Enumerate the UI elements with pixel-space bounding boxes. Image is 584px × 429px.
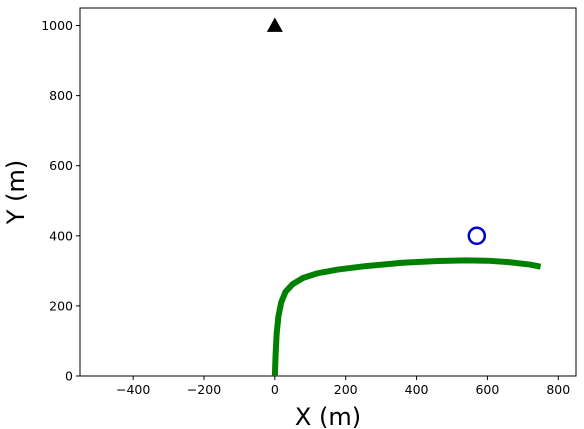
x-tick-label: −200 (187, 382, 221, 397)
x-axis-label: X (m) (295, 403, 361, 429)
y-tick-label: 400 (49, 228, 73, 243)
x-tick-label: −400 (116, 382, 150, 397)
y-tick-label: 200 (49, 298, 73, 313)
y-axis-label: Y (m) (2, 160, 30, 225)
x-tick-label: 200 (334, 382, 358, 397)
plot-area (79, 7, 577, 377)
x-tick-label: 600 (475, 382, 499, 397)
y-tick-label: 0 (65, 369, 73, 384)
x-axis-ticks: −400 −200 0 200 400 600 800 (116, 376, 570, 397)
x-tick-label: 400 (405, 382, 429, 397)
x-tick-label: 800 (546, 382, 570, 397)
y-axis-ticks: 0 200 400 600 800 1000 (41, 18, 80, 384)
x-tick-label: 0 (271, 382, 279, 397)
y-tick-label: 600 (49, 158, 73, 173)
triangle-marker (266, 17, 283, 32)
y-tick-label: 800 (49, 88, 73, 103)
y-tick-label: 1000 (41, 18, 73, 33)
chart-marks (266, 17, 542, 377)
series-line-0 (271, 257, 542, 377)
circle-marker (467, 226, 487, 246)
plot-frame (79, 7, 577, 377)
